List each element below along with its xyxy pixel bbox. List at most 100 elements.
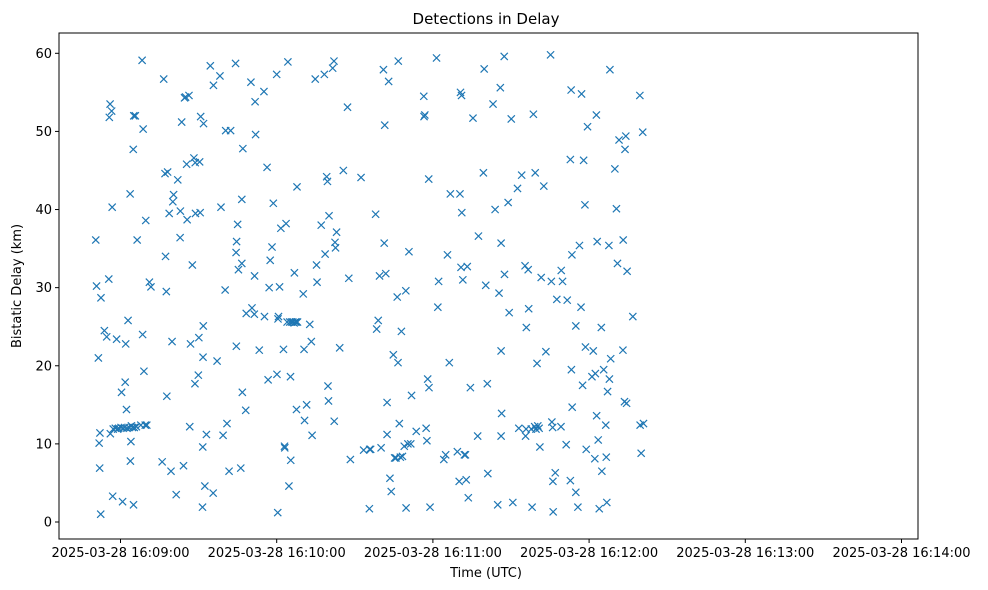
x-tick-label: 2025-03-28 16:13:00: [676, 546, 814, 561]
data-point: [601, 421, 610, 430]
x-axis: 2025-03-28 16:09:00 2025-03-28 16:10:00 20…: [51, 539, 971, 561]
data-point: [199, 321, 208, 330]
data-point: [159, 75, 168, 84]
x-axis-label: Time (UTC): [449, 566, 522, 581]
data-point: [176, 207, 185, 216]
plot-area-frame: [58, 32, 919, 540]
data-point: [581, 342, 590, 352]
data-point: [273, 508, 282, 517]
data-point: [434, 277, 443, 286]
data-point: [332, 228, 341, 237]
data-point: [541, 347, 550, 356]
data-point: [635, 91, 644, 100]
data-point: [597, 323, 606, 332]
data-point: [548, 423, 557, 432]
data-point: [161, 252, 170, 261]
data-point: [407, 391, 416, 400]
data-point: [571, 488, 580, 497]
data-point: [202, 430, 211, 439]
data-point: [331, 243, 340, 252]
data-point: [225, 467, 234, 476]
data-point: [424, 175, 433, 184]
y-tick-label: 30: [35, 281, 52, 296]
data-point: [279, 345, 288, 354]
data-point: [603, 387, 612, 396]
data-point: [567, 365, 576, 374]
data-point: [618, 346, 627, 355]
data-point: [398, 452, 407, 461]
data-point: [489, 100, 498, 109]
data-point: [432, 53, 441, 63]
data-point: [371, 210, 380, 219]
data-point: [126, 189, 135, 198]
data-point: [623, 267, 632, 276]
data-point: [357, 173, 366, 182]
data-point: [400, 442, 409, 451]
data-point: [599, 365, 608, 374]
data-point: [126, 437, 135, 446]
data-point: [453, 447, 462, 456]
x-tick-label: 2025-03-28 16:09:00: [51, 546, 189, 561]
data-point: [552, 295, 561, 304]
data-point: [183, 215, 192, 224]
data-point: [259, 87, 268, 96]
data-point: [412, 427, 421, 436]
data-point: [312, 260, 321, 270]
data-point: [638, 128, 647, 137]
data-point: [163, 168, 172, 177]
data-point: [406, 439, 415, 448]
data-point: [133, 235, 142, 245]
data-point: [139, 125, 148, 134]
data-point: [493, 500, 502, 509]
data-point: [324, 396, 333, 405]
data-point: [330, 417, 339, 426]
data-point: [557, 266, 566, 275]
chart-title: Detections in Delay: [413, 10, 560, 28]
data-point: [100, 326, 109, 335]
data-point: [496, 83, 505, 92]
data-point: [343, 103, 352, 112]
data-point: [172, 490, 181, 499]
data-point: [460, 450, 469, 459]
data-point: [522, 323, 531, 332]
data-point: [639, 419, 648, 428]
data-point: [464, 493, 473, 502]
x-tick-label: 2025-03-28 16:11:00: [364, 546, 502, 561]
data-point: [95, 464, 104, 473]
data-point: [91, 235, 100, 245]
data-point: [200, 482, 209, 491]
data-point: [250, 310, 259, 319]
data-point: [387, 487, 396, 496]
data-point: [602, 453, 611, 462]
data-point: [139, 367, 148, 376]
data-point: [222, 419, 231, 428]
data-point: [535, 442, 544, 452]
data-point: [232, 237, 241, 246]
data-point: [537, 273, 546, 282]
data-point: [196, 112, 205, 121]
data-point: [375, 271, 384, 280]
data-point: [284, 482, 293, 491]
data-point: [573, 503, 582, 512]
data-point: [529, 110, 538, 119]
data-point: [562, 440, 571, 449]
data-point: [497, 346, 506, 355]
data-point: [104, 275, 113, 284]
data-point: [468, 114, 478, 123]
data-point: [612, 204, 621, 213]
y-axis: 0 10 20 30 40 50 60: [35, 47, 59, 531]
data-point: [494, 289, 504, 298]
data-point: [568, 403, 577, 412]
data-point: [594, 435, 603, 445]
x-tick-label: 2025-03-28 16:14:00: [832, 546, 970, 561]
y-tick-label: 10: [35, 437, 52, 452]
data-point: [233, 220, 242, 229]
data-point: [606, 354, 615, 363]
data-point: [385, 474, 394, 483]
data-point: [141, 421, 150, 430]
data-point: [346, 455, 355, 464]
data-point: [194, 333, 203, 342]
data-point: [571, 321, 580, 330]
data-point: [621, 132, 630, 141]
data-point: [126, 457, 135, 466]
